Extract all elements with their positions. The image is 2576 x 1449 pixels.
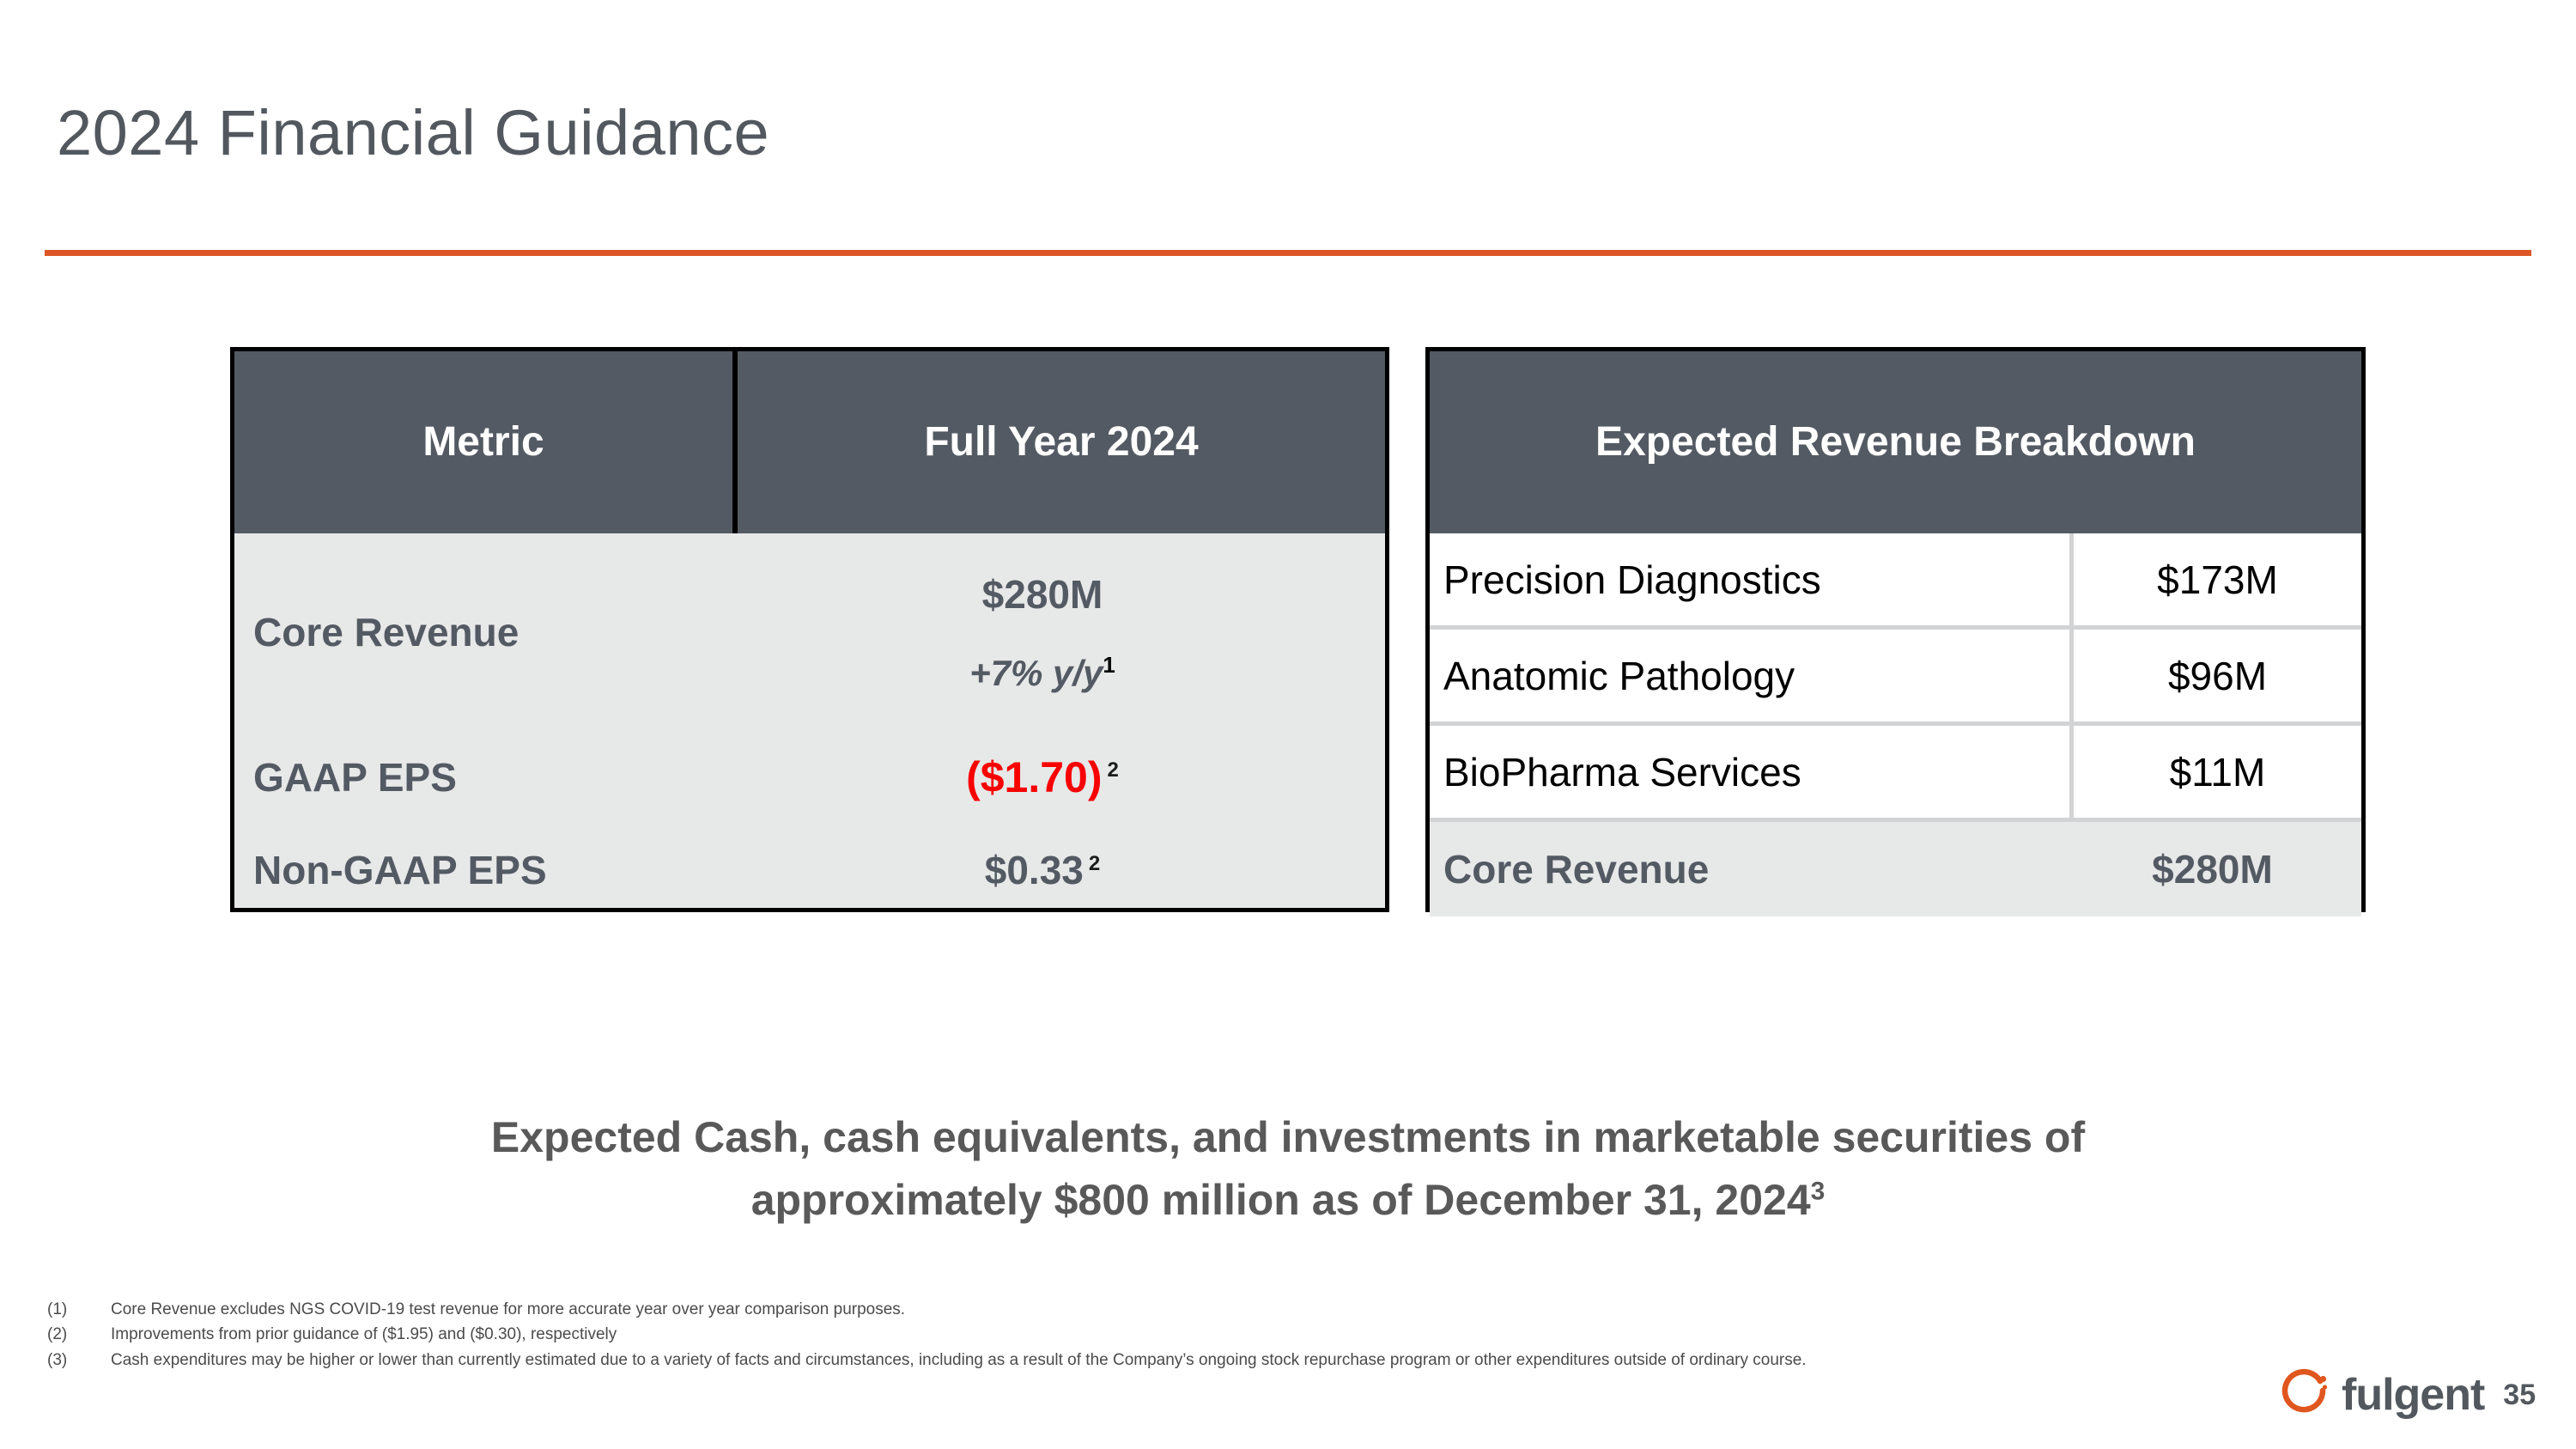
footnote-ref-2a: 2 — [1107, 758, 1119, 782]
footnote-ref-3: 3 — [1810, 1176, 1826, 1205]
footnote-text-3: Cash expenditures may be higher or lower… — [111, 1350, 1807, 1369]
non-gaap-eps-amount: $0.33 — [984, 848, 1084, 892]
table-row: Core Revenue $280M +7% y/y1 — [234, 533, 1385, 731]
page-title: 2024 Financial Guidance — [57, 97, 770, 168]
revenue-breakdown-header-label: Expected Revenue Breakdown — [1595, 419, 2196, 466]
footnote-item-2: (2) Improvements from prior guidance of … — [47, 1322, 2297, 1347]
cash-statement: Expected Cash, cash equivalents, and inv… — [215, 1106, 2361, 1231]
metrics-header-metric: Metric — [234, 351, 738, 533]
table-row: BioPharma Services $11M — [1430, 726, 2361, 822]
core-revenue-growth: +7% y/y1 — [969, 652, 1115, 694]
table-row-total: Core Revenue $280M — [1430, 822, 2361, 916]
revenue-amount-anatomic-pathology: $96M — [2167, 653, 2268, 698]
footnote-number-1: (1) — [47, 1300, 68, 1318]
core-revenue-amount: $280M — [981, 571, 1103, 617]
table-row: GAAP EPS ($1.70) 2 — [234, 731, 1385, 824]
brand-footer: fulgent 35 — [2280, 1367, 2536, 1422]
gaap-eps-amount: ($1.70) — [966, 753, 1103, 801]
footnote-number-2: (2) — [47, 1325, 68, 1344]
fulgent-logo-icon — [2280, 1367, 2335, 1422]
metrics-table-header: Metric Full Year 2024 — [234, 351, 1385, 533]
metrics-table-body: Core Revenue $280M +7% y/y1 GAAP EPS ($1… — [234, 533, 1385, 908]
revenue-amount-precision-diagnostics: $173M — [2157, 557, 2278, 602]
revenue-breakdown-body: Precision Diagnostics $173M Anatomic Pat… — [1430, 533, 2361, 916]
core-revenue-growth-text: +7% y/y — [969, 652, 1103, 693]
metric-label-core-revenue: Core Revenue — [253, 610, 519, 654]
table-row: Precision Diagnostics $173M — [1430, 533, 2361, 630]
revenue-segment-anatomic-pathology: Anatomic Pathology — [1430, 630, 2074, 721]
metric-label-gaap-eps: GAAP EPS — [253, 755, 457, 800]
revenue-segment-core-revenue-total: Core Revenue — [1443, 847, 1710, 892]
footnote-ref-2b: 2 — [1088, 851, 1101, 875]
table-row: Non-GAAP EPS $0.33 2 — [234, 824, 1385, 916]
footnote-text-2: Improvements from prior guidance of ($1.… — [111, 1325, 617, 1344]
cash-statement-line1: Expected Cash, cash equivalents, and inv… — [490, 1113, 2086, 1161]
metrics-header-full-year: Full Year 2024 — [924, 419, 1199, 466]
metrics-table: Metric Full Year 2024 Core Revenue $280M… — [230, 347, 1389, 912]
metric-value-core-revenue: $280M +7% y/y1 — [738, 571, 1385, 694]
fulgent-wordmark: fulgent — [2342, 1370, 2485, 1420]
revenue-breakdown-table: Expected Revenue Breakdown Precision Dia… — [1425, 347, 2366, 916]
revenue-amount-biopharma-services: $11M — [2169, 749, 2266, 795]
footnote-item-3: (3) Cash expenditures may be higher or l… — [47, 1348, 2297, 1373]
footnote-item-1: (1) Core Revenue excludes NGS COVID-19 t… — [47, 1297, 2297, 1322]
footnote-number-3: (3) — [47, 1350, 68, 1369]
metric-label-non-gaap-eps: Non-GAAP EPS — [253, 848, 547, 892]
revenue-breakdown-header: Expected Revenue Breakdown — [1430, 351, 2361, 533]
footnotes: (1) Core Revenue excludes NGS COVID-19 t… — [47, 1297, 2297, 1373]
metric-value-non-gaap-eps: $0.33 2 — [738, 847, 1385, 893]
table-row: Anatomic Pathology $96M — [1430, 630, 2361, 726]
revenue-segment-biopharma-services: BioPharma Services — [1430, 726, 2074, 818]
page-number: 35 — [2503, 1378, 2537, 1411]
revenue-amount-core-revenue-total: $280M — [2152, 847, 2273, 892]
revenue-segment-precision-diagnostics: Precision Diagnostics — [1430, 533, 2074, 625]
metric-value-gaap-eps: ($1.70) 2 — [738, 752, 1385, 802]
footnote-ref-1: 1 — [1103, 651, 1115, 678]
footnote-text-1: Core Revenue excludes NGS COVID-19 test … — [111, 1300, 906, 1318]
title-accent-rule — [45, 250, 2531, 256]
cash-statement-line2: approximately $800 million as of Decembe… — [750, 1175, 1811, 1224]
